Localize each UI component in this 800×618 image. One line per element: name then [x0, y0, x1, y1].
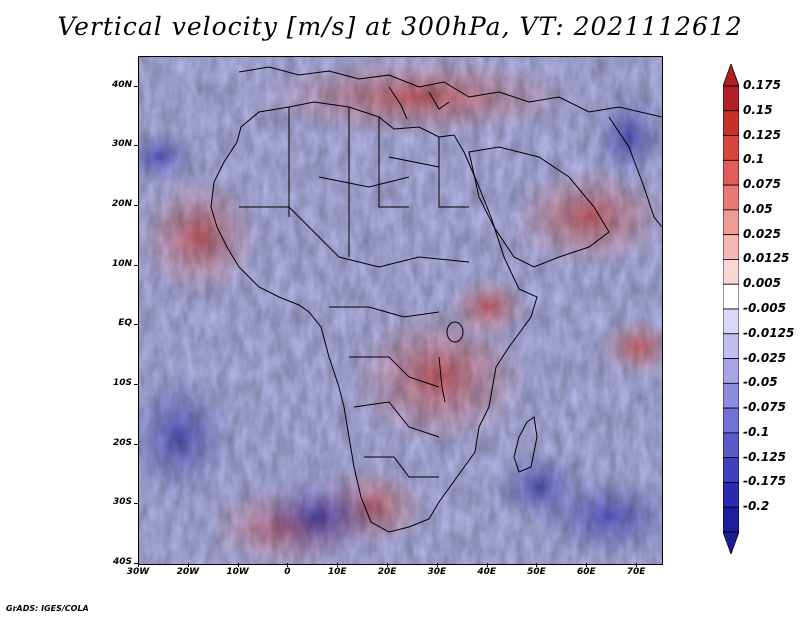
- colorbar-swatch: [723, 482, 739, 508]
- colorbar-bottom-arrow: [723, 531, 739, 554]
- colorbar-label: -0.125: [743, 449, 786, 464]
- colorbar-label: 0.1: [743, 152, 765, 167]
- colorbar-swatch: [723, 209, 739, 236]
- colorbar-swatch: [723, 85, 739, 112]
- longitude-tick: [138, 563, 139, 567]
- colorbar-swatch: [723, 333, 739, 359]
- colorbar-swatch: [723, 382, 739, 409]
- latitude-label: 30S: [112, 497, 132, 508]
- longitude-label: 30E: [427, 567, 447, 577]
- longitude-label: 0: [284, 567, 291, 577]
- colorbar-swatch: [723, 110, 739, 136]
- colorbar-label: 0.0125: [743, 251, 790, 266]
- longitude-tick: [187, 563, 189, 567]
- latitude-label: 40S: [112, 557, 132, 567]
- longitude-tick: [237, 563, 239, 567]
- colorbar-label: -0.1: [743, 424, 770, 439]
- colorbar-label: -0.025: [743, 350, 786, 365]
- longitude-tick: [287, 563, 289, 567]
- latitude-tick: [134, 563, 138, 564]
- longitude-label: 20W: [176, 567, 200, 577]
- colorbar-label: 0.15: [743, 102, 773, 117]
- latitude-tick: [134, 85, 138, 87]
- longitude-label: 10E: [327, 567, 347, 577]
- colorbar-label: 0.025: [743, 226, 781, 241]
- colorbar-swatch: [723, 457, 739, 483]
- latitude-label: 20N: [111, 199, 132, 210]
- colorbar-label: 0.175: [743, 78, 781, 92]
- latitude-label: 10N: [111, 258, 132, 269]
- latitude-label: 10S: [112, 378, 132, 389]
- footer-credit: GrADS: IGES/COLA: [6, 604, 89, 613]
- longitude-tick: [586, 563, 588, 567]
- colorbar-label: 0.075: [743, 177, 781, 192]
- longitude-label: 40E: [477, 567, 496, 577]
- longitude-tick: [486, 563, 488, 567]
- colorbar-swatch: [723, 234, 739, 260]
- latitude-tick: [134, 324, 138, 326]
- latitude-tick: [134, 264, 138, 266]
- colorbar-label: -0.075: [743, 400, 786, 415]
- latitude-label: 30N: [111, 139, 132, 150]
- latitude-label: 20S: [112, 437, 132, 448]
- colorbar-swatch: [723, 432, 739, 459]
- colorbar-swatch: [723, 506, 739, 533]
- colorbar-label: -0.005: [743, 301, 786, 315]
- colorbar-top-arrow: [723, 64, 739, 87]
- colorbar-swatch: [723, 135, 739, 161]
- colorbar-label: -0.05: [743, 375, 778, 390]
- colorbar-swatch: [723, 184, 739, 211]
- latitude-tick: [134, 503, 138, 505]
- longitude-tick: [387, 563, 389, 567]
- colorbar-swatch: [723, 159, 739, 186]
- longitude-tick: [536, 563, 538, 567]
- colorbar-swatch: [723, 308, 739, 335]
- longitude-tick: [636, 563, 638, 567]
- longitude-label: 10W: [226, 567, 249, 577]
- longitude-tick: [436, 563, 438, 567]
- colorbar-swatch: [723, 283, 739, 310]
- velocity-field: [139, 57, 662, 564]
- colorbar-label: -0.0125: [743, 325, 795, 340]
- colorbar-swatch: [723, 407, 739, 434]
- map-title: Vertical velocity [m/s] at 300hPa, VT: 2…: [57, 12, 743, 41]
- map-panel: [138, 56, 663, 565]
- longitude-label: 60E: [576, 567, 596, 577]
- latitude-tick: [134, 145, 138, 147]
- longitude-label: 50E: [527, 567, 546, 577]
- colorbar-label: -0.175: [743, 474, 786, 489]
- latitude-label: 40N: [111, 79, 132, 90]
- colorbar: [723, 64, 739, 554]
- colorbar-label: 0.005: [743, 276, 781, 291]
- coastlines: [210, 66, 662, 533]
- longitude-tick: [337, 563, 339, 567]
- latitude-tick: [134, 384, 138, 386]
- longitude-label: 20E: [377, 567, 397, 577]
- longitude-label: 70E: [626, 567, 646, 577]
- latitude-label: EQ: [118, 318, 132, 329]
- colorbar-swatch: [723, 358, 739, 384]
- latitude-tick: [134, 205, 138, 207]
- colorbar-label: 0.125: [743, 127, 781, 142]
- longitude-label: 30W: [126, 567, 150, 577]
- colorbar-swatch: [723, 259, 739, 285]
- colorbar-label: -0.2: [743, 499, 770, 514]
- latitude-tick: [134, 443, 138, 445]
- colorbar-label: 0.05: [743, 201, 773, 216]
